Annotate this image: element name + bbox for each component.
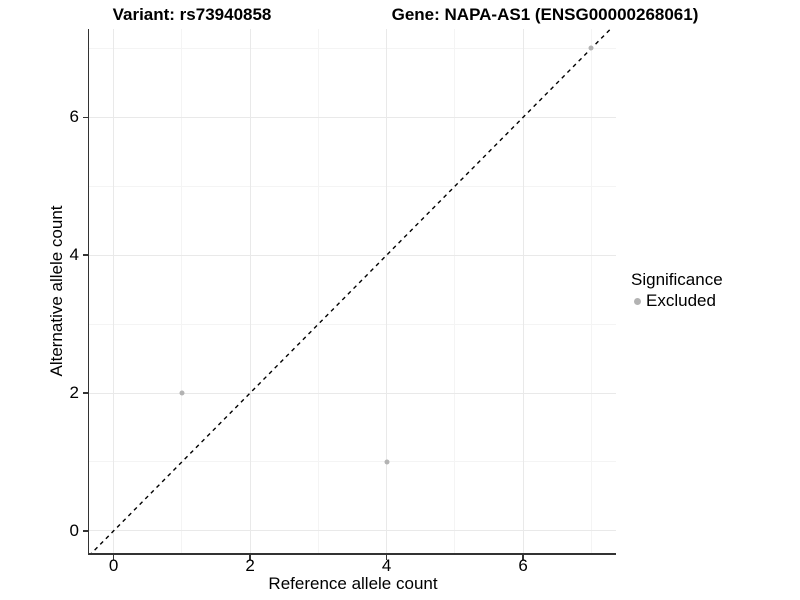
x-axis-line xyxy=(87,553,616,555)
grid-line-major-y xyxy=(89,530,616,532)
x-tick-mark xyxy=(522,554,524,560)
data-point xyxy=(179,390,185,396)
y-tick-label: 2 xyxy=(69,383,79,403)
legend: Significance Excluded xyxy=(631,270,723,311)
y-tick-mark xyxy=(82,116,88,118)
y-tick-label: 4 xyxy=(69,245,79,265)
x-tick-label: 2 xyxy=(245,556,255,575)
legend-item-excluded: Excluded xyxy=(634,291,723,311)
data-point xyxy=(384,459,390,465)
grid-line-major-x xyxy=(386,29,388,553)
circle-icon xyxy=(634,297,641,305)
plot-title-gene: Gene: NAPA-AS1 (ENSG00000268061) xyxy=(391,5,699,24)
legend-item-label: Excluded xyxy=(646,291,716,310)
grid-line-major-y xyxy=(89,254,616,256)
plot-title-variant: Variant: rs73940858 xyxy=(112,5,272,24)
grid-line-major-x xyxy=(522,29,524,553)
x-tick-label: 6 xyxy=(518,556,528,575)
y-axis-line xyxy=(87,29,89,555)
plot-panel xyxy=(89,29,616,553)
x-tick-label: 4 xyxy=(381,556,392,575)
y-tick-mark xyxy=(82,392,88,394)
grid-line-minor-x xyxy=(590,29,592,553)
grid-line-major-y xyxy=(89,116,616,118)
grid-line-minor-x xyxy=(317,29,319,553)
x-tick-mark xyxy=(249,554,251,560)
grid-line-minor-y xyxy=(89,47,616,49)
grid-line-major-x xyxy=(249,29,251,553)
y-tick-label: 6 xyxy=(69,107,79,127)
y-axis-title: Alternative allele count xyxy=(47,205,66,377)
grid-line-major-x xyxy=(113,29,115,553)
identity-dashed-line xyxy=(90,29,612,553)
data-point xyxy=(588,45,594,51)
y-tick-mark xyxy=(82,530,88,532)
y-tick-label: 0 xyxy=(69,520,79,540)
grid-line-minor-y xyxy=(89,185,616,187)
x-tick-mark xyxy=(385,554,388,560)
grid-line-minor-y xyxy=(89,323,616,325)
grid-line-major-y xyxy=(89,392,616,394)
x-tick-label: 0 xyxy=(108,556,119,575)
y-tick-mark xyxy=(82,254,88,256)
grid-line-minor-x xyxy=(454,29,456,553)
x-axis-title: Reference allele count xyxy=(268,574,438,593)
legend-title: Significance xyxy=(631,270,723,289)
grid-line-minor-y xyxy=(89,461,616,463)
grid-line-minor-x xyxy=(181,29,183,553)
x-tick-mark xyxy=(112,554,115,560)
